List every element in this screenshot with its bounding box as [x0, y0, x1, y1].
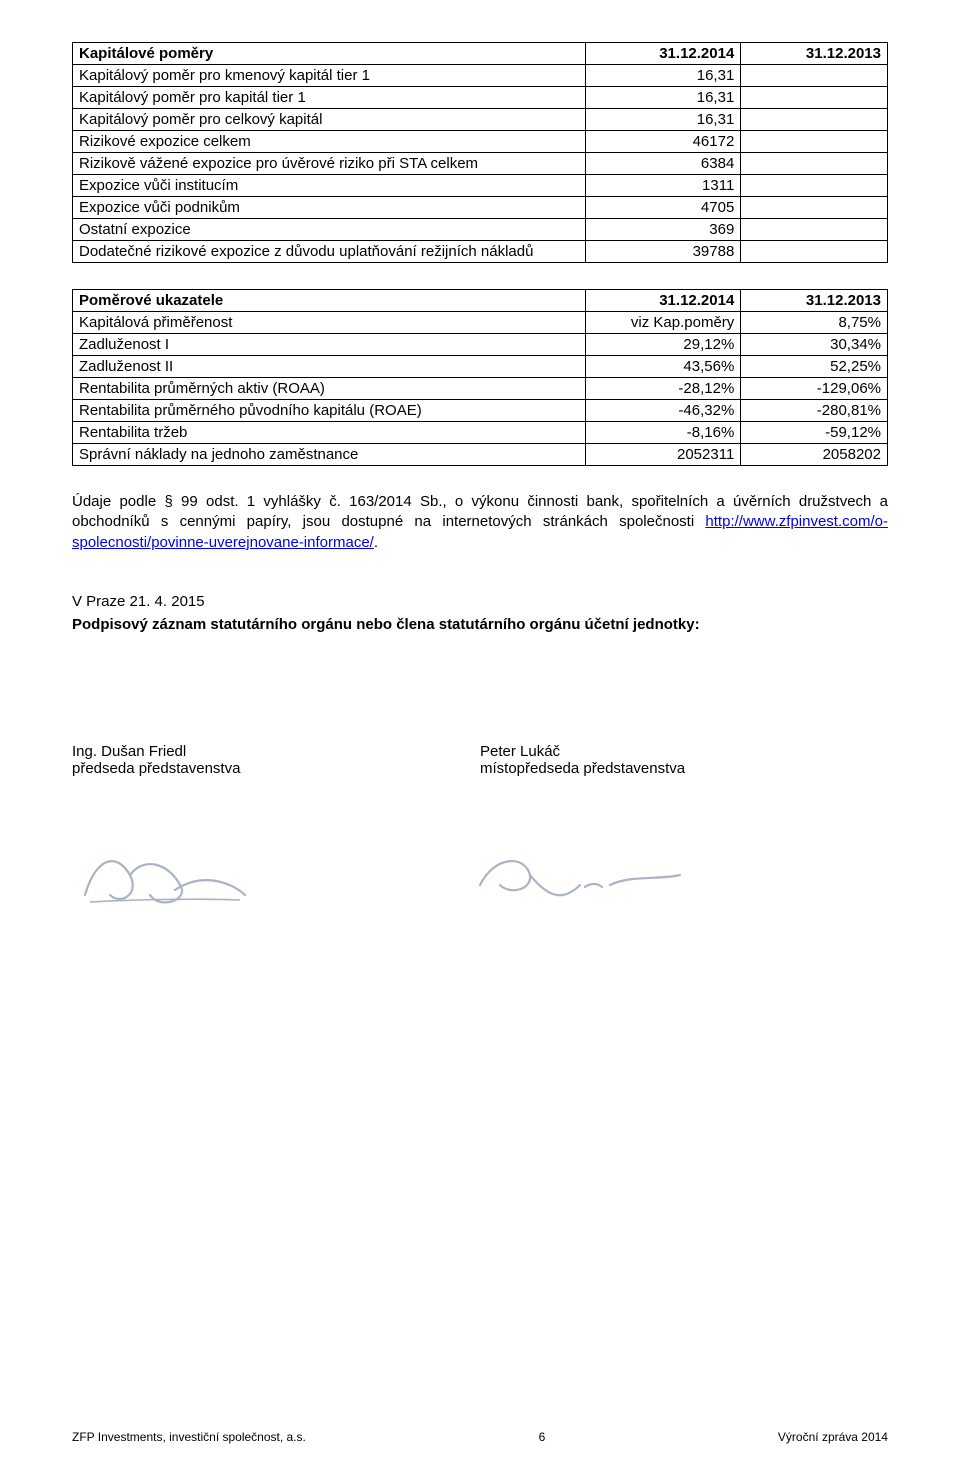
cell: Rentabilita tržeb	[73, 422, 586, 444]
cell: viz Kap.poměry	[586, 312, 741, 334]
table-row: Ostatní expozice 369	[73, 219, 888, 241]
cell: Rizikově vážené expozice pro úvěrové riz…	[73, 153, 586, 175]
cell: Kapitálový poměr pro celkový kapitál	[73, 109, 586, 131]
cell: Kapitálový poměr pro kapitál tier 1	[73, 87, 586, 109]
cell	[741, 131, 888, 153]
cell: -46,32%	[586, 400, 741, 422]
cell: 2052311	[586, 444, 741, 466]
cell: 31.12.2013	[741, 43, 888, 65]
cell	[741, 219, 888, 241]
cell: 39788	[586, 241, 741, 263]
note-post: .	[374, 534, 378, 551]
footer-left: ZFP Investments, investiční společnost, …	[72, 1430, 306, 1444]
table-row: Rentabilita tržeb -8,16% -59,12%	[73, 422, 888, 444]
cell: Kapitálové poměry	[73, 43, 586, 65]
table-row: Dodatečné rizikové expozice z důvodu upl…	[73, 241, 888, 263]
table-row: Rizikové expozice celkem 46172	[73, 131, 888, 153]
cell: -59,12%	[741, 422, 888, 444]
cell: 4705	[586, 197, 741, 219]
signature-heading: Podpisový záznam statutárního orgánu neb…	[72, 616, 888, 633]
table-row: Správní náklady na jednoho zaměstnance 2…	[73, 444, 888, 466]
table-row: Poměrové ukazatele 31.12.2014 31.12.2013	[73, 290, 888, 312]
page-footer: ZFP Investments, investiční společnost, …	[72, 1430, 888, 1444]
cell: Správní náklady na jednoho zaměstnance	[73, 444, 586, 466]
table-row: Expozice vůči institucím 1311	[73, 175, 888, 197]
cell: 52,25%	[741, 356, 888, 378]
table-row: Kapitálové poměry 31.12.2014 31.12.2013	[73, 43, 888, 65]
cell: 29,12%	[586, 334, 741, 356]
cell	[741, 87, 888, 109]
signature-right: Peter Lukáč místopředseda představenstva	[480, 743, 888, 777]
cell: 43,56%	[586, 356, 741, 378]
cell: Rentabilita průměrných aktiv (ROAA)	[73, 378, 586, 400]
cell	[741, 175, 888, 197]
cell: 1311	[586, 175, 741, 197]
table-row: Zadluženost II 43,56% 52,25%	[73, 356, 888, 378]
cell: 16,31	[586, 87, 741, 109]
table-row: Rizikově vážené expozice pro úvěrové riz…	[73, 153, 888, 175]
signer-right-role: místopředseda představenstva	[480, 760, 888, 777]
table-row: Kapitálový poměr pro kapitál tier 1 16,3…	[73, 87, 888, 109]
signer-left-name: Ing. Dušan Friedl	[72, 743, 480, 760]
cell: 31.12.2014	[586, 290, 741, 312]
table-row: Rentabilita průměrných aktiv (ROAA) -28,…	[73, 378, 888, 400]
table-row: Expozice vůči podnikům 4705	[73, 197, 888, 219]
cell: Expozice vůči institucím	[73, 175, 586, 197]
cell: -129,06%	[741, 378, 888, 400]
signature-left: Ing. Dušan Friedl předseda představenstv…	[72, 743, 480, 777]
cell: Zadluženost I	[73, 334, 586, 356]
signer-left-role: předseda představenstva	[72, 760, 480, 777]
table-row: Kapitálová přiměřenost viz Kap.poměry 8,…	[73, 312, 888, 334]
cell: Poměrové ukazatele	[73, 290, 586, 312]
table-pomerove-ukazatele: Poměrové ukazatele 31.12.2014 31.12.2013…	[72, 289, 888, 466]
footer-center: 6	[539, 1430, 546, 1444]
cell	[741, 109, 888, 131]
table-row: Rentabilita průměrného původního kapitál…	[73, 400, 888, 422]
cell: 31.12.2014	[586, 43, 741, 65]
cell: Kapitálový poměr pro kmenový kapitál tie…	[73, 65, 586, 87]
cell	[741, 197, 888, 219]
signer-right-name: Peter Lukáč	[480, 743, 888, 760]
note-paragraph: Údaje podle § 99 odst. 1 vyhlášky č. 163…	[72, 492, 888, 553]
cell: 30,34%	[741, 334, 888, 356]
cell: 31.12.2013	[741, 290, 888, 312]
cell: 16,31	[586, 65, 741, 87]
cell	[741, 65, 888, 87]
cell: 8,75%	[741, 312, 888, 334]
cell: 46172	[586, 131, 741, 153]
table-kapitalove-pomery: Kapitálové poměry 31.12.2014 31.12.2013 …	[72, 42, 888, 263]
place-date: V Praze 21. 4. 2015	[72, 593, 888, 610]
cell: 2058202	[741, 444, 888, 466]
cell: Zadluženost II	[73, 356, 586, 378]
cell: 6384	[586, 153, 741, 175]
cell: Ostatní expozice	[73, 219, 586, 241]
table-row: Zadluženost I 29,12% 30,34%	[73, 334, 888, 356]
table-row: Kapitálový poměr pro kmenový kapitál tie…	[73, 65, 888, 87]
cell: Rentabilita průměrného původního kapitál…	[73, 400, 586, 422]
signature-left-svg	[75, 840, 255, 920]
cell: -28,12%	[586, 378, 741, 400]
cell	[741, 241, 888, 263]
cell: Dodatečné rizikové expozice z důvodu upl…	[73, 241, 586, 263]
cell: Kapitálová přiměřenost	[73, 312, 586, 334]
table-row: Kapitálový poměr pro celkový kapitál 16,…	[73, 109, 888, 131]
cell	[741, 153, 888, 175]
cell: Rizikové expozice celkem	[73, 131, 586, 153]
footer-right: Výroční zpráva 2014	[778, 1430, 888, 1444]
signature-right-svg	[470, 845, 690, 915]
cell: -8,16%	[586, 422, 741, 444]
signature-block: V Praze 21. 4. 2015 Podpisový záznam sta…	[72, 593, 888, 777]
cell: 369	[586, 219, 741, 241]
cell: Expozice vůči podnikům	[73, 197, 586, 219]
cell: -280,81%	[741, 400, 888, 422]
cell: 16,31	[586, 109, 741, 131]
